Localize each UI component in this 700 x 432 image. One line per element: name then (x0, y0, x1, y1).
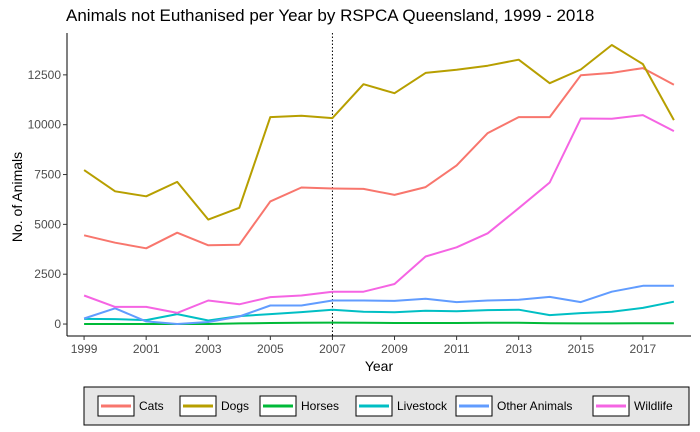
y-tick-label: 0 (54, 317, 61, 331)
x-tick-label: 1999 (71, 342, 98, 356)
x-tick-label: 2011 (444, 342, 470, 356)
y-tick-label: 7500 (34, 168, 61, 182)
x-axis-title: Year (365, 358, 394, 374)
x-tick-label: 2001 (133, 342, 160, 356)
series-line-4 (83, 284, 674, 325)
x-tick-label: 2005 (257, 342, 284, 356)
y-tick-label: 2500 (34, 267, 61, 281)
y-tick-label: 5000 (34, 217, 61, 231)
x-tick-label: 2015 (567, 342, 594, 356)
series-line-5 (83, 114, 675, 314)
chart-title: Animals not Euthanised per Year by RSPCA… (66, 6, 595, 25)
legend-label: Dogs (221, 399, 249, 413)
legend: Cats Dogs Horses Livestock Other Animals Wild… (83, 386, 690, 426)
legend-label: Wildlife (634, 399, 673, 413)
legend-label: Horses (301, 399, 339, 413)
x-tick-label: 2003 (195, 342, 222, 356)
y-tick-label: 10000 (28, 118, 62, 132)
y-axis-title: No. of Animals (9, 152, 25, 242)
series-line-0 (83, 67, 675, 250)
legend-label: Livestock (397, 399, 448, 413)
series-line-3 (84, 300, 675, 322)
plot-area (83, 33, 675, 336)
legend-label: Cats (139, 399, 164, 413)
legend-label: Other Animals (497, 399, 572, 413)
x-tick-label: 2017 (630, 342, 657, 356)
x-tick-label: 2007 (319, 342, 346, 356)
x-tick-label: 2013 (505, 342, 532, 356)
x-tick-label: 2009 (381, 342, 408, 356)
y-tick-label: 12500 (28, 68, 62, 82)
axes: 0 2500 5000 7500 10000 12500 1999 2001 2003 2005 2… (28, 33, 691, 356)
series-line-1 (83, 44, 675, 221)
